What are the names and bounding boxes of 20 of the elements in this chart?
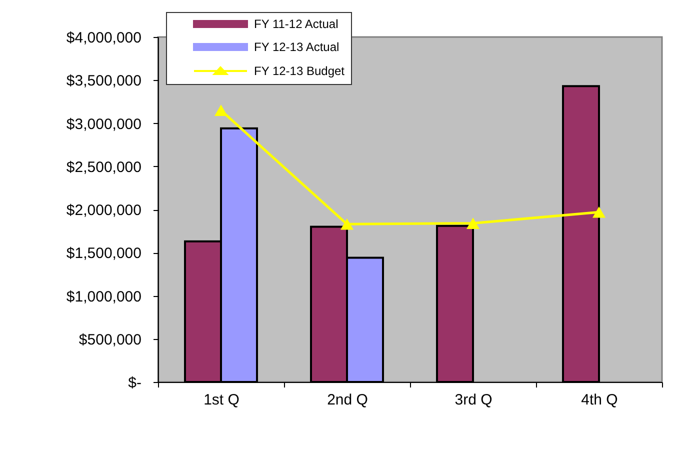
x-tick-label: 4th Q (581, 392, 618, 408)
y-tick-label: $2,000,000 (66, 202, 142, 219)
point (592, 206, 606, 218)
y-tick-label: $500,000 (78, 331, 142, 348)
legend-label: FY 12-13 Budget (254, 64, 346, 78)
point (340, 218, 354, 230)
x-tick-label: 2nd Q (327, 392, 368, 408)
point (466, 218, 480, 229)
y-tick-label: $1,500,000 (66, 245, 142, 262)
y-tick-label: $- (128, 374, 142, 392)
y-tick-label: $2,500,000 (66, 158, 142, 176)
x-tick-label: 3rd Q (454, 392, 492, 408)
point (214, 104, 228, 116)
y-tick-label: $4,000,000 (66, 30, 142, 46)
x-tick-label: 1st Q (204, 392, 240, 408)
legend-label: FY 12-13 Actual (254, 40, 340, 54)
legend-label: FY 11-12 Actual (254, 17, 338, 31)
y-tick-label: $1,000,000 (66, 288, 142, 306)
y-tick-label: $3,500,000 (66, 72, 142, 90)
y-tick-label: $3,000,000 (66, 116, 142, 133)
